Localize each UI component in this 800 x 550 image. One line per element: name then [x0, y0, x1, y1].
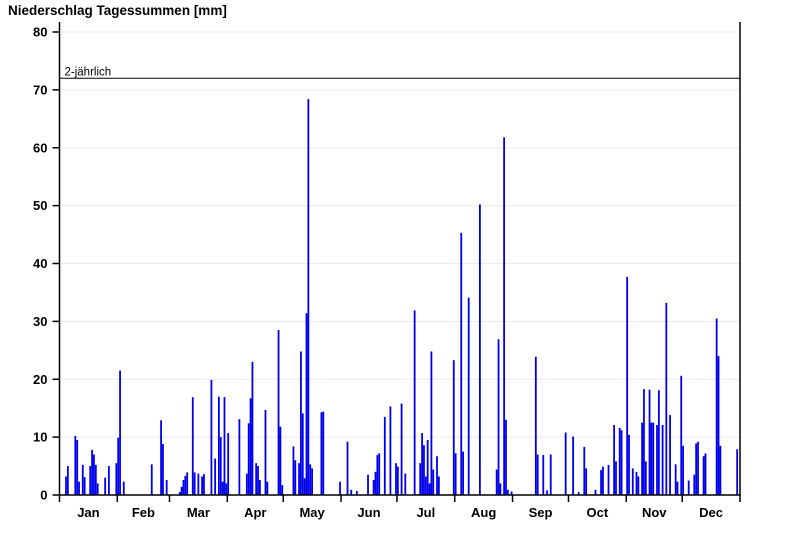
svg-text:Jun: Jun [357, 505, 380, 520]
svg-text:20: 20 [33, 372, 47, 387]
svg-text:0: 0 [40, 488, 47, 503]
svg-text:30: 30 [33, 314, 47, 329]
svg-text:10: 10 [33, 430, 47, 445]
svg-text:Feb: Feb [132, 505, 155, 520]
svg-text:May: May [299, 505, 325, 520]
svg-text:60: 60 [33, 140, 47, 155]
svg-text:80: 80 [33, 25, 47, 40]
svg-text:Sep: Sep [529, 505, 553, 520]
svg-text:Jul: Jul [416, 505, 435, 520]
svg-text:Jan: Jan [77, 505, 99, 520]
svg-text:Oct: Oct [587, 505, 609, 520]
svg-text:Mar: Mar [187, 505, 210, 520]
svg-text:70: 70 [33, 82, 47, 97]
svg-text:Nov: Nov [642, 505, 667, 520]
svg-text:40: 40 [33, 256, 47, 271]
svg-text:Dec: Dec [699, 505, 723, 520]
reference-line-label: 2-jährlich [65, 66, 112, 78]
svg-text:Aug: Aug [471, 505, 496, 520]
svg-text:50: 50 [33, 198, 47, 213]
svg-text:Apr: Apr [244, 505, 266, 520]
chart-title: Niederschlag Tagessummen [mm] [8, 3, 227, 18]
